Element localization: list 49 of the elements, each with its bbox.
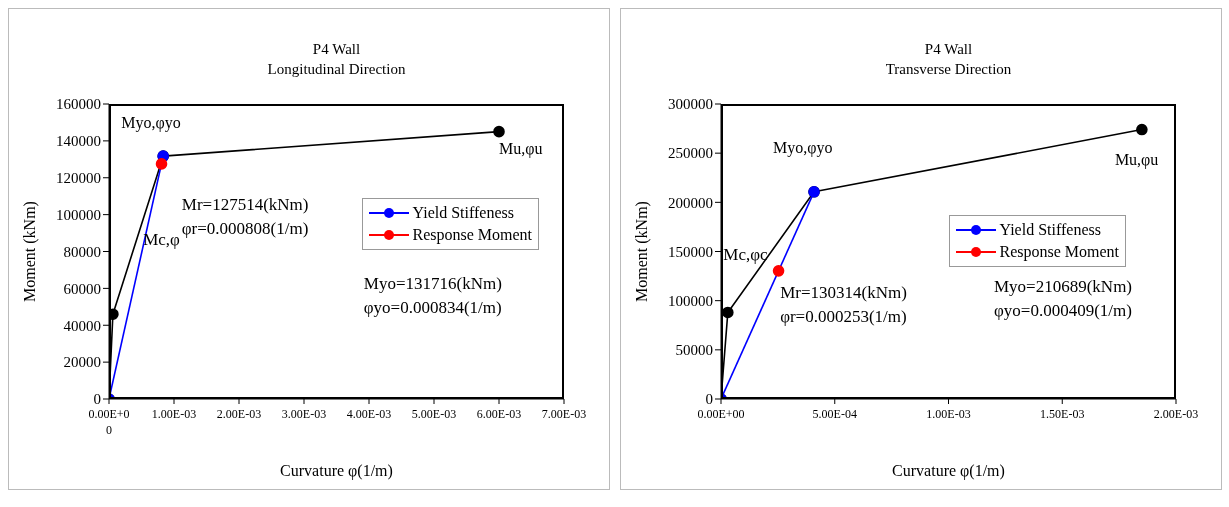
x-tick-label: 1.50E-03: [1040, 407, 1085, 421]
annotation: Mc,φc: [723, 243, 768, 266]
y-tick-label: 100000: [668, 292, 713, 309]
x-tick-label: 3.00E-03: [281, 407, 327, 421]
annotation: Myo,φyo: [773, 138, 833, 157]
y-tick-label: 60000: [63, 280, 101, 297]
y-axis-title: Moment (kNm): [632, 201, 651, 302]
x-tick-label: 1.00E-03: [926, 407, 971, 421]
y-tick-label: 160000: [56, 96, 101, 113]
legend-label: Response Moment: [999, 241, 1120, 263]
legend-label: Yield Stiffeness: [999, 219, 1101, 240]
x-tick-label: 2.00E-03: [216, 407, 262, 421]
annotation: Mu,φu: [499, 139, 543, 158]
x-tick-label: 0.00E+00: [88, 407, 130, 437]
annotation: Myo,φyo: [121, 114, 181, 133]
annotation: Mr=127514(kNm) φr=0.000808(1/m): [181, 193, 309, 240]
y-tick-label: 300000: [668, 96, 713, 113]
y-tick-label: 0: [705, 391, 713, 408]
x-tick-label: 5.00E-03: [411, 407, 457, 421]
y-axis-title: Moment (kNm): [20, 201, 39, 302]
y-tick-label: 250000: [668, 145, 713, 162]
y-tick-label: 40000: [63, 317, 101, 334]
x-axis-title: Curvature φ(1/m): [280, 462, 393, 480]
y-tick-label: 140000: [56, 133, 101, 150]
annotation: Mr=130314(kNm) φr=0.000253(1/m): [780, 282, 907, 328]
chart-title: P4 Wall Longitudinal Direction: [266, 40, 407, 79]
annotation: Mu,φu: [1114, 150, 1159, 169]
legend-label: Yield Stiffeness: [412, 203, 514, 224]
x-tick-label: 0.00E+00: [697, 407, 745, 421]
y-tick-label: 120000: [56, 170, 101, 187]
x-tick-label: 4.00E-03: [346, 407, 392, 421]
chart-title: P4 Wall Transverse Direction: [884, 40, 1013, 79]
legend-label: Response Moment: [412, 225, 533, 246]
annotation: Mc,φ: [143, 228, 180, 251]
y-tick-label: 200000: [668, 194, 713, 211]
y-tick-label: 50000: [675, 342, 713, 359]
y-tick-label: 100000: [56, 206, 101, 223]
y-tick-label: 80000: [63, 243, 101, 260]
y-tick-label: 20000: [63, 354, 101, 371]
x-tick-label: 1.00E-03: [151, 407, 197, 421]
x-tick-label: 5.00E-04: [812, 407, 857, 421]
x-tick-label: 7.00E-03: [541, 407, 587, 421]
y-tick-label: 0: [93, 391, 101, 408]
x-tick-label: 6.00E-03: [476, 407, 522, 421]
annotation: Myo=131716(kNm) φyo=0.000834(1/m): [363, 273, 502, 320]
annotation: Myo=210689(kNm) φyo=0.000409(1/m): [994, 276, 1133, 323]
x-tick-label: 2.00E-03: [1153, 407, 1199, 421]
y-tick-label: 150000: [668, 243, 713, 260]
x-axis-title: Curvature φ(1/m): [892, 462, 1005, 480]
